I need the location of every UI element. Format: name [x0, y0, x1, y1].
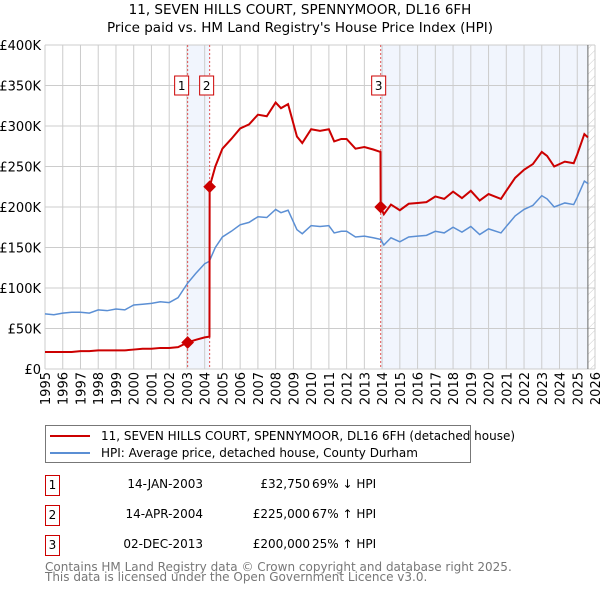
transaction-date: 14-APR-2004: [125, 507, 203, 521]
x-tick-label: 2000: [128, 372, 143, 405]
x-tick-label: 1997: [74, 372, 89, 405]
sale-label: 3: [375, 79, 383, 93]
x-tick-label: 2008: [270, 372, 285, 405]
transaction-date: 14-JAN-2003: [127, 477, 203, 491]
x-tick-label: 2005: [216, 372, 231, 405]
x-tick-label: 2001: [145, 372, 160, 405]
x-tick-label: 2024: [554, 372, 569, 405]
transaction-row: 3 02-DEC-2013 £200,000 25% ↑ HPI: [45, 535, 465, 557]
y-tick-label: £50K: [8, 323, 42, 338]
y-tick-label: £300K: [0, 120, 41, 135]
y-tick-label: £400K: [0, 39, 41, 54]
transaction-price: £32,750: [260, 477, 310, 491]
footer-copyright: Contains HM Land Registry data © Crown c…: [45, 560, 512, 574]
x-tick-label: 2026: [589, 372, 600, 405]
x-tick-label: 2025: [571, 372, 586, 405]
y-tick-label: £150K: [0, 242, 41, 257]
x-tick-label: 2021: [500, 372, 515, 405]
transaction-row: 1 14-JAN-2003 £32,750 69% ↓ HPI: [45, 475, 465, 497]
price-chart: £0 £50K £100K £150K £200K £250K £300K £350K £400…: [0, 39, 600, 405]
legend: 11, SEVEN HILLS COURT, SPENNYMOOR, DL16 …: [45, 425, 515, 463]
x-tick-label: 2018: [447, 372, 462, 405]
x-tick-label: 2011: [323, 372, 338, 405]
x-tick-label: 2010: [305, 372, 320, 405]
x-tick-label: 2012: [341, 372, 356, 405]
hpi-line: [44, 179, 589, 316]
transaction-number: 2: [45, 505, 60, 526]
x-tick-label: 1995: [39, 372, 54, 405]
chart-title-line2: Price paid vs. HM Land Registry's House …: [107, 20, 493, 36]
sale-label: 1: [178, 79, 186, 93]
transaction-date: 02-DEC-2013: [123, 537, 203, 551]
sale-point: [203, 180, 217, 194]
x-tick-label: 2014: [376, 372, 391, 405]
x-tick-label: 2007: [252, 372, 267, 405]
x-tick-label: 2009: [287, 372, 302, 405]
x-tick-label: 2013: [358, 372, 373, 405]
property-price-line: [45, 100, 589, 353]
transaction-row: 2 14-APR-2004 £225,000 67% ↑ HPI: [45, 505, 465, 527]
sale-label-box: [199, 75, 215, 96]
x-tick-label: 2020: [483, 372, 498, 405]
legend-label-property: 11, SEVEN HILLS COURT, SPENNYMOOR, DL16 …: [101, 429, 516, 443]
y-tick-label: £0: [24, 363, 41, 378]
sale-label-box: [371, 75, 387, 96]
sale-label: 2: [203, 79, 211, 93]
x-tick-label: 2003: [181, 372, 196, 405]
legend-swatch-red: [50, 435, 90, 437]
sale-label-box: [174, 75, 190, 96]
transaction-hpi-diff: 69% ↓ HPI: [312, 477, 377, 491]
transaction-number: 1: [45, 475, 60, 496]
x-tick-label: 1996: [57, 372, 72, 405]
x-tick-label: 2002: [163, 372, 178, 405]
y-tick-label: £200K: [0, 201, 41, 216]
transaction-price: £200,000: [252, 537, 310, 551]
y-tick-label: £100K: [0, 282, 41, 297]
transaction-hpi-diff: 25% ↑ HPI: [312, 537, 377, 551]
chart-title-line1: 11, SEVEN HILLS COURT, SPENNYMOOR, DL16 …: [128, 2, 472, 18]
x-tick-label: 2016: [412, 372, 427, 405]
sale-point: [374, 200, 388, 214]
x-tick-label: 2017: [429, 372, 444, 405]
transaction-price: £225,000: [252, 507, 310, 521]
y-tick-label: £250K: [0, 161, 41, 176]
x-tick-label: 2006: [234, 372, 249, 405]
transaction-number: 3: [45, 535, 60, 556]
x-tick-label: 2015: [394, 372, 409, 405]
sale-point: [181, 336, 195, 349]
x-tick-label: 1998: [92, 372, 107, 405]
x-tick-label: 2004: [199, 372, 214, 405]
x-tick-label: 1999: [110, 372, 125, 405]
x-tick-label: 2022: [518, 372, 533, 405]
x-tick-label: 2023: [536, 372, 551, 405]
legend-label-hpi: HPI: Average price, detached house, Coun…: [101, 446, 418, 460]
x-tick-label: 2019: [465, 372, 480, 405]
footer-licence: This data is licensed under the Open Gov…: [45, 570, 428, 584]
y-tick-label: £350K: [0, 80, 41, 95]
legend-swatch-blue: [50, 452, 90, 454]
transaction-hpi-diff: 67% ↑ HPI: [312, 507, 377, 521]
